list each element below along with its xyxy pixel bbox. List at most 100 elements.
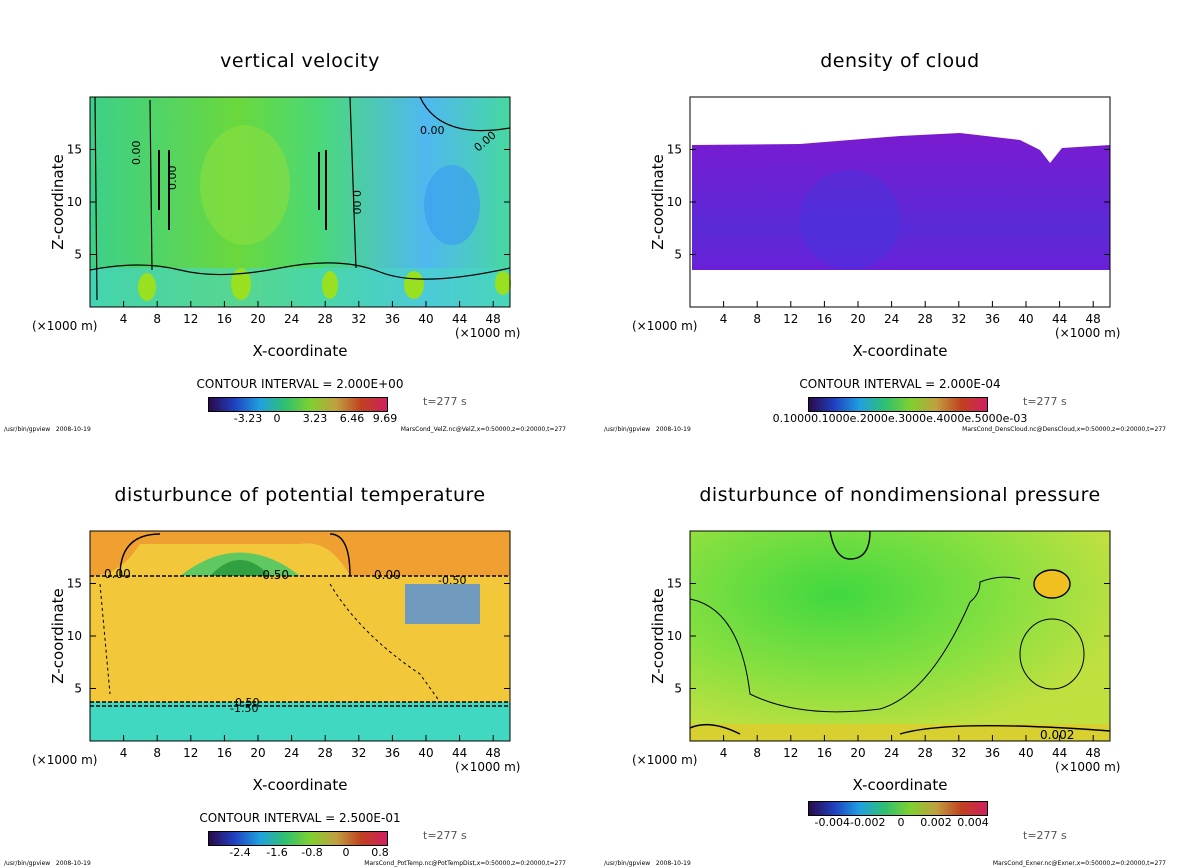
footer-path: /usr/bin/gpview 2008-10-19 <box>4 426 91 433</box>
x-tick-label: 48 <box>1086 312 1101 326</box>
contour <box>1019 618 1085 690</box>
y-axis-label: Z-coordinate <box>649 588 667 683</box>
colorbar-tick: 9.69 <box>372 412 398 425</box>
footer-source: MarsCond_Exner.nc@Exner,x=0:50000,z=0:20… <box>992 860 1166 867</box>
x-tick-label: 4 <box>720 312 728 326</box>
x-tick-label: 8 <box>753 312 761 326</box>
contour <box>689 576 1021 713</box>
x-axis-label: X-coordinate <box>252 776 348 794</box>
contour <box>99 583 441 703</box>
x-tick-label: 8 <box>153 746 161 760</box>
x-tick-label: 12 <box>183 312 198 326</box>
cold-anomaly <box>405 584 480 624</box>
y-tick-label: 5 <box>674 248 682 262</box>
panel-density-of-cloud: density of cloud 4 8 12 16 20 24 28 32 36 40 44 48 … <box>600 0 1200 434</box>
contour-label: -1.50 <box>230 702 258 715</box>
cold-dome-core <box>210 560 270 576</box>
panel-nondimensional-pressure: disturbunce of nondimensional pressure 0… <box>600 434 1200 868</box>
time-label: t=277 s <box>423 395 467 408</box>
contour-label: -0.50 <box>258 568 289 582</box>
x-tick-label: 36 <box>985 312 1000 326</box>
cloud-core <box>800 170 900 270</box>
x-tick-label: 20 <box>250 746 265 760</box>
x-tick-label: 28 <box>318 312 333 326</box>
colorbar-tick: 0.002 <box>920 816 952 829</box>
cloud-region <box>692 133 1110 270</box>
heatmap-plot: 0.00 -0.50 0.00 -0.50 0.50 -1.50 4 8 12 16 2… <box>49 530 511 760</box>
x-ticks: 4 8 12 16 20 24 28 32 36 40 44 48 <box>120 735 501 760</box>
x-tick-label: 12 <box>783 312 798 326</box>
lower-layer <box>90 268 510 307</box>
x-tick-label: 28 <box>918 746 933 760</box>
x-tick-label: 32 <box>351 312 366 326</box>
x-unit-right: (×1000 m) <box>1055 760 1121 774</box>
x-tick-label: 28 <box>318 746 333 760</box>
contour-label: 0.00 <box>104 567 131 581</box>
panel-vertical-velocity: vertical velocity 0.00 0.00 0.00 0.00 0.… <box>0 0 600 434</box>
high-pressure <box>1034 570 1070 598</box>
x-tick-label: 12 <box>183 746 198 760</box>
colorbar-tick: 0 <box>342 846 350 859</box>
y-axis-label: Z-coordinate <box>49 154 67 249</box>
contour-interval: CONTOUR INTERVAL = 2.000E-04 <box>799 377 1001 391</box>
y-tick-label: 10 <box>667 629 682 643</box>
x-ticks: 4 8 12 16 20 24 28 32 36 40 44 48 <box>720 735 1101 760</box>
x-unit-right: (×1000 m) <box>455 326 521 340</box>
warm-top <box>90 531 510 576</box>
y-ticks: 5 10 15 <box>667 143 1110 262</box>
colorbar-tick: 0 <box>897 816 905 829</box>
footer-source: MarsCond_VelZ.nc@VelZ,x=0:50000,z=0:2000… <box>400 426 566 433</box>
time-label: t=277 s <box>423 829 467 842</box>
colorbar-tick: -1.6 <box>266 846 288 859</box>
y-tick-label: 5 <box>674 682 682 696</box>
contour-label: 0.00 <box>130 141 143 166</box>
colorbar <box>808 801 988 816</box>
contour-label: 0.002 <box>1040 728 1074 742</box>
x-unit-left: (×1000 m) <box>632 753 698 767</box>
x-tick-label: 16 <box>817 312 832 326</box>
x-tick-label: 24 <box>884 312 899 326</box>
panel-title: disturbunce of potential temperature <box>114 484 486 506</box>
colorbar-labels: -2.4 -1.6 -0.8 0 0.8 <box>200 846 400 860</box>
colorbar-labels: -3.23 0 3.23 6.46 9.69 <box>200 412 400 426</box>
contour <box>119 533 351 577</box>
y-tick-label: 15 <box>667 577 682 591</box>
colorbar-tick: -0.004-0.002 <box>814 816 886 829</box>
x-unit-right: (×1000 m) <box>1055 326 1121 340</box>
colorbar-tick: 6.46 <box>339 412 365 425</box>
colorbar-labels: 0.10000.1000e.2000e.3000e.4000e.5000e-03 <box>773 412 1028 426</box>
x-tick-label: 12 <box>783 746 798 760</box>
contour-label: 0.00 <box>350 190 363 215</box>
contour <box>158 150 327 230</box>
x-tick-label: 44 <box>1052 746 1067 760</box>
x-ticks: 4 8 12 16 20 24 28 32 36 40 44 48 <box>120 301 501 326</box>
x-tick-label: 16 <box>817 746 832 760</box>
contour <box>89 262 511 280</box>
contour-interval: CONTOUR INTERVAL = 2.000E+00 <box>196 377 404 391</box>
colorbar-tick: 0.10000.1000e.2000e.3000e.4000e.5000e-03 <box>772 412 1028 425</box>
x-tick-label: 28 <box>918 312 933 326</box>
field <box>690 531 1110 741</box>
contour-label: -0.50 <box>438 574 466 587</box>
y-tick-label: 10 <box>67 629 82 643</box>
colorbar-labels: -0.004-0.002 0 0.002 0.004 <box>800 816 1000 830</box>
x-tick-label: 36 <box>385 746 400 760</box>
x-tick-label: 44 <box>452 746 467 760</box>
contour <box>94 96 511 301</box>
footer-source: MarsCond_PotTemp.nc@PotTempDist,x=0:5000… <box>364 860 566 867</box>
colorbar <box>208 831 388 846</box>
x-tick-label: 40 <box>418 746 433 760</box>
footer-path: /usr/bin/gpview 2008-10-19 <box>604 426 691 433</box>
x-tick-label: 20 <box>850 746 865 760</box>
footer-path: /usr/bin/gpview 2008-10-19 <box>4 860 91 867</box>
x-tick-label: 32 <box>351 746 366 760</box>
panel-title: disturbunce of nondimensional pressure <box>699 484 1101 506</box>
panel-title: density of cloud <box>820 50 980 72</box>
time-label: t=277 s <box>1023 829 1067 842</box>
cell <box>404 271 424 299</box>
x-tick-label: 32 <box>951 746 966 760</box>
y-tick-label: 15 <box>67 143 82 157</box>
x-unit-left: (×1000 m) <box>32 753 98 767</box>
